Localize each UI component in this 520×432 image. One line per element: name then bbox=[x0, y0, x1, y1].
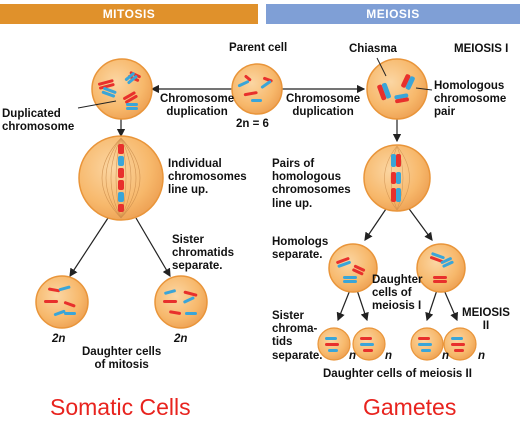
label-chrom-dup-right: Chromosome duplication bbox=[286, 93, 361, 119]
homologous-pointer bbox=[415, 87, 433, 91]
label-n-3: n bbox=[442, 350, 450, 362]
label-n-4: n bbox=[478, 350, 486, 362]
arrow-mito-left bbox=[69, 217, 109, 278]
mitosis-metaphase-cell bbox=[78, 135, 164, 221]
label-duplicated-chromosome: Duplicated chromosome bbox=[2, 108, 75, 134]
meiosis1-daughter-right bbox=[416, 243, 466, 293]
caption-somatic-cells: Somatic Cells bbox=[50, 394, 191, 420]
label-n-2: n bbox=[385, 350, 393, 362]
label-parent-cell: Parent cell bbox=[229, 42, 288, 54]
mitosis-daughter-left bbox=[35, 275, 89, 329]
caption-gametes: Gametes bbox=[363, 394, 457, 420]
arrow-d1-b bbox=[356, 289, 369, 322]
label-sister-separate: Sister chromatids separate. bbox=[172, 234, 234, 273]
mitosis-duplicated-cell bbox=[91, 58, 153, 120]
label-chiasma: Chiasma bbox=[349, 43, 397, 55]
parent-cell bbox=[231, 63, 283, 115]
meiosis-title: MEIOSIS bbox=[366, 7, 420, 21]
label-daughter-meiosis-2: Daughter cells of meiosis II bbox=[323, 368, 472, 380]
mitosis-title: MITOSIS bbox=[102, 7, 156, 21]
arrow-mito-right bbox=[135, 217, 171, 278]
arrow-mei-left bbox=[364, 205, 389, 241]
meiosis2-cell-2 bbox=[352, 327, 386, 361]
chiasma-pointer bbox=[376, 57, 387, 77]
meiosis-metaphase-cell bbox=[363, 144, 431, 212]
label-homologous-pair: Homologous chromosome pair bbox=[434, 80, 507, 119]
label-sister-chromatids-separate: Sister chroma- tids separate. bbox=[272, 310, 323, 362]
flow-arrows bbox=[69, 84, 458, 322]
label-2n-left: 2n bbox=[52, 333, 66, 345]
label-chrom-dup-left: Chromosome duplication bbox=[160, 93, 235, 119]
meiosis2-cell-4 bbox=[443, 327, 477, 361]
label-n-1: n bbox=[349, 350, 357, 362]
label-daughter-meiosis-1: Daughter cells of meiosis I bbox=[372, 274, 423, 313]
arrow-d1-a bbox=[336, 289, 351, 322]
meiosis2-cell-3 bbox=[410, 327, 444, 361]
label-pairs-line-up: Pairs of homologous chromosomes line up. bbox=[272, 158, 351, 210]
label-daughter-mitosis: Daughter cells of mitosis bbox=[82, 346, 162, 372]
duplicated-pointer bbox=[77, 100, 117, 109]
label-2n-right: 2n bbox=[174, 333, 188, 345]
label-individual-line-up: Individual chromosomes line up. bbox=[168, 158, 247, 197]
meiosis-synapsis-cell bbox=[366, 58, 428, 120]
arrow-d2-b bbox=[443, 289, 458, 322]
label-meiosis-1: MEIOSIS I bbox=[454, 43, 509, 55]
label-homologs-separate: Homologs separate. bbox=[272, 236, 329, 262]
meiosis2-cell-1 bbox=[317, 327, 351, 361]
label-2n-6: 2n = 6 bbox=[236, 118, 269, 130]
label-meiosis-2: MEIOSIS II bbox=[462, 307, 510, 333]
meiosis-banner: MEIOSIS bbox=[266, 4, 520, 24]
mitosis-banner: MITOSIS bbox=[0, 4, 258, 24]
arrow-d2-a bbox=[425, 289, 438, 322]
arrow-mei-right bbox=[406, 205, 433, 241]
meiosis1-daughter-left bbox=[328, 243, 378, 293]
mitosis-daughter-right bbox=[154, 275, 208, 329]
